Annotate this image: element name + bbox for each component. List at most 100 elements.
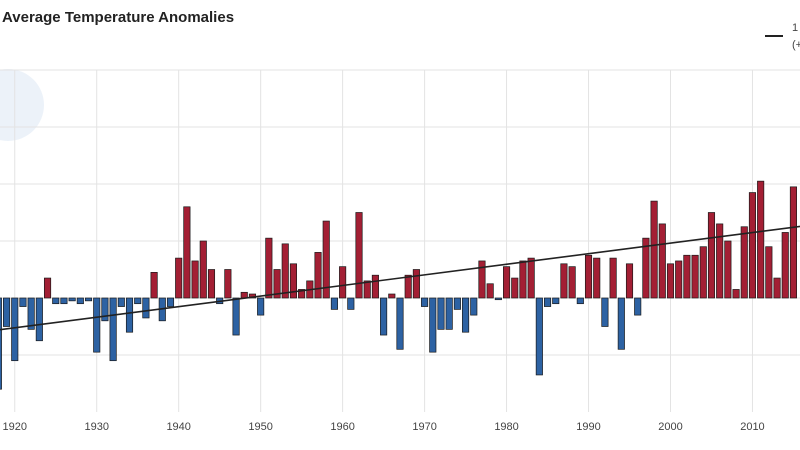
bar: [535, 297, 543, 376]
bar: [273, 269, 281, 299]
bar: [11, 297, 19, 362]
bar: [511, 277, 519, 299]
bar: [650, 200, 658, 299]
chart-title: Average Temperature Anomalies: [2, 9, 234, 26]
bar: [265, 237, 273, 299]
bar: [675, 260, 683, 299]
bar: [462, 297, 470, 333]
bar: [19, 297, 27, 307]
bar: [380, 297, 388, 336]
bar: [322, 220, 330, 299]
bar: [609, 257, 617, 299]
bar: [60, 297, 68, 305]
bar: [503, 266, 511, 299]
bar: [707, 212, 716, 299]
x-tick-label: 1990: [576, 421, 600, 433]
bar: [478, 260, 486, 299]
bar: [388, 293, 396, 299]
bar: [150, 272, 158, 299]
bar: [543, 297, 552, 307]
bar: [429, 297, 437, 353]
bar: [740, 226, 748, 299]
bar: [35, 297, 43, 342]
bar: [314, 252, 322, 299]
logo: [0, 69, 44, 141]
bar: [84, 297, 93, 302]
bar: [101, 297, 109, 322]
bar: [166, 297, 175, 307]
x-tick-label: 1950: [248, 421, 272, 433]
bar: [347, 297, 355, 310]
bar: [445, 297, 453, 330]
bar: [699, 246, 707, 299]
bar: [43, 277, 52, 299]
bar: [68, 297, 76, 302]
bar: [330, 297, 338, 310]
bar: [568, 266, 576, 299]
bar: [576, 297, 584, 305]
bar: [404, 274, 412, 299]
bar: [76, 297, 84, 305]
bar: [593, 257, 601, 299]
bar: [617, 297, 625, 350]
bar: [281, 243, 289, 299]
bar: [658, 223, 666, 299]
x-tick-label: 1980: [494, 421, 518, 433]
bar: [224, 269, 232, 299]
bar: [117, 297, 125, 307]
bar: [601, 297, 609, 327]
bar: [757, 180, 765, 299]
bar: [125, 297, 134, 333]
x-tick-label: 1960: [330, 421, 354, 433]
bar: [716, 223, 724, 299]
bar: [207, 269, 216, 299]
bar: [691, 254, 699, 299]
bar: [134, 297, 142, 305]
x-tick-label: 1930: [84, 421, 108, 433]
trend-line: [0, 225, 800, 331]
bar: [183, 206, 191, 299]
bar: [781, 232, 789, 299]
bar: [625, 263, 634, 299]
bar: [642, 237, 650, 299]
bar: [27, 297, 35, 330]
bar: [437, 297, 445, 330]
bar: [494, 297, 502, 301]
bar: [789, 186, 797, 299]
bar: [257, 297, 265, 316]
bar: [732, 289, 740, 299]
bar: [339, 266, 347, 299]
bar: [3, 297, 11, 327]
legend-label: (+: [792, 39, 800, 51]
bar: [109, 297, 117, 362]
bar: [142, 297, 150, 319]
bar: [421, 297, 429, 307]
bar: [748, 192, 757, 299]
x-tick-label: 2000: [658, 421, 682, 433]
bar: [396, 297, 404, 350]
bar: [519, 260, 527, 299]
bar: [527, 257, 535, 299]
bar: [371, 274, 379, 299]
bar: [175, 257, 183, 299]
bar: [560, 263, 568, 299]
bar: [363, 280, 371, 299]
bar: [470, 297, 478, 316]
bar: [191, 260, 199, 299]
bar: [93, 297, 101, 353]
bar: [634, 297, 642, 316]
bar: [199, 240, 207, 299]
bar: [552, 297, 560, 305]
x-tick-label: 2010: [740, 421, 764, 433]
bar: [765, 246, 773, 299]
x-tick-label: 1970: [412, 421, 436, 433]
bar: [232, 297, 240, 336]
legend-label: 1: [792, 22, 798, 34]
x-tick-label: 1940: [166, 421, 190, 433]
bar: [298, 289, 306, 299]
bar: [683, 254, 691, 299]
bar: [724, 240, 732, 299]
bar: [773, 277, 781, 299]
